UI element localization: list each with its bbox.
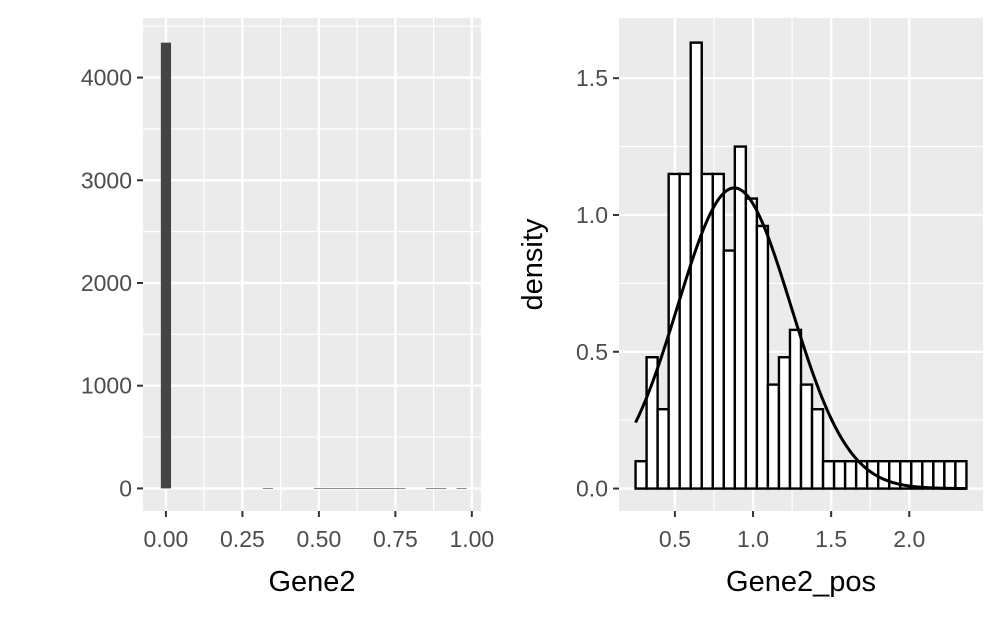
density-bar bbox=[921, 460, 935, 490]
histogram-bar bbox=[436, 488, 447, 489]
y-tick-label: 2000 bbox=[81, 270, 132, 296]
histogram-bar bbox=[160, 42, 172, 489]
y-tick-label: 1000 bbox=[81, 373, 132, 399]
histogram-bar bbox=[334, 488, 345, 489]
histogram-bar bbox=[395, 488, 406, 489]
histogram-bar bbox=[456, 488, 467, 489]
left-x-axis-title: Gene2 bbox=[268, 566, 355, 598]
density-bar bbox=[689, 41, 703, 490]
right-axes: 0.5 1.0 1.5 2.0 0.0 0.5 1.0 1.5 bbox=[576, 65, 925, 552]
y-tick-label: 0.0 bbox=[576, 476, 608, 502]
left-axes: 0.00 0.25 0.50 0.75 1.00 0 1000 2000 3000 4000 bbox=[81, 65, 494, 552]
density-bar bbox=[634, 460, 648, 490]
right-bars bbox=[634, 41, 968, 490]
y-tick-label: 1.0 bbox=[576, 202, 608, 228]
x-tick-label: 0.5 bbox=[659, 526, 691, 552]
histogram-bar bbox=[354, 488, 365, 489]
density-bar bbox=[832, 460, 847, 490]
density-bar bbox=[810, 408, 825, 490]
left-bars bbox=[160, 42, 467, 489]
density-bar bbox=[733, 145, 748, 490]
density-bar bbox=[821, 460, 836, 490]
y-tick-label: 1.5 bbox=[576, 65, 608, 91]
histogram-bar bbox=[385, 488, 396, 489]
histogram-bar bbox=[323, 488, 335, 489]
density-bar bbox=[722, 249, 737, 490]
histogram-bar bbox=[262, 487, 273, 489]
x-tick-label: 0.00 bbox=[144, 526, 189, 552]
x-tick-label: 0.25 bbox=[220, 526, 265, 552]
right-y-axis-title: density bbox=[517, 218, 549, 310]
density-bar bbox=[943, 460, 957, 490]
density-bar bbox=[910, 460, 924, 490]
density-bar bbox=[843, 460, 858, 490]
density-bar bbox=[799, 383, 814, 490]
y-tick-label: 0 bbox=[119, 475, 132, 501]
density-bar bbox=[755, 224, 770, 490]
right-x-axis-title: Gene2_pos bbox=[726, 566, 876, 598]
x-tick-label: 0.50 bbox=[296, 526, 341, 552]
density-bar bbox=[932, 460, 946, 490]
histogram-bar bbox=[313, 488, 324, 489]
histogram-bar bbox=[364, 488, 375, 489]
x-tick-label: 1.0 bbox=[737, 526, 769, 552]
density-bar bbox=[711, 172, 725, 490]
y-tick-label: 4000 bbox=[81, 65, 132, 91]
x-tick-label: 1.00 bbox=[449, 526, 494, 552]
density-bar bbox=[788, 328, 803, 490]
density-bar bbox=[744, 197, 759, 490]
density-bar bbox=[877, 460, 891, 490]
density-histogram-gene2-pos: 0.5 1.0 1.5 2.0 0.0 0.5 1.0 1.5 Gene2_pos densi… bbox=[517, 18, 983, 598]
density-bar bbox=[766, 383, 781, 490]
density-bar bbox=[954, 460, 968, 490]
y-tick-label: 3000 bbox=[81, 167, 132, 193]
histogram-gene2: 0.00 0.25 0.50 0.75 1.00 0 1000 2000 3000 4000 Ge… bbox=[81, 18, 494, 598]
y-tick-label: 0.5 bbox=[576, 339, 608, 365]
density-bar bbox=[777, 356, 792, 490]
x-tick-label: 1.5 bbox=[815, 526, 847, 552]
normal-density-curve bbox=[634, 186, 967, 490]
x-tick-label: 0.75 bbox=[373, 526, 418, 552]
x-tick-label: 2.0 bbox=[893, 526, 925, 552]
density-bar bbox=[678, 172, 692, 490]
histogram-bar bbox=[374, 488, 386, 489]
left-panel-background bbox=[143, 18, 481, 511]
histogram-bar bbox=[425, 488, 437, 489]
histogram-bar bbox=[344, 488, 355, 489]
density-bar bbox=[656, 408, 670, 490]
